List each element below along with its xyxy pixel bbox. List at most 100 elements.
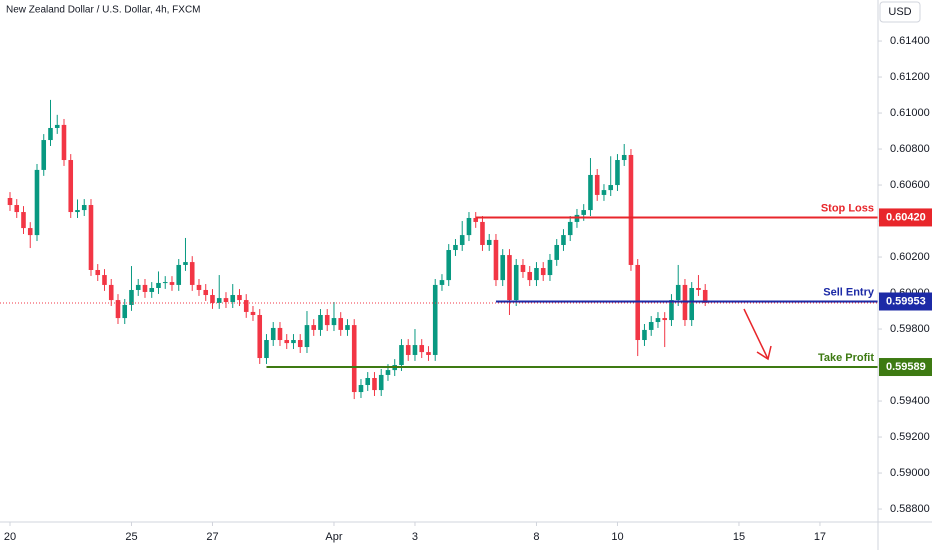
candle-body	[162, 282, 168, 284]
candle-body	[419, 345, 425, 353]
level-name: Stop Loss	[821, 202, 874, 214]
y-tick-label: 0.58800	[890, 503, 930, 515]
candle-body	[291, 340, 296, 344]
candle-body	[405, 345, 411, 355]
candle-body	[594, 174, 600, 195]
candle-body	[378, 374, 384, 391]
candle-body	[75, 210, 80, 213]
candle-body	[486, 239, 492, 245]
y-tick-label: 0.59200	[890, 431, 930, 443]
candle-body	[459, 235, 465, 245]
x-tick-label: 15	[733, 531, 745, 543]
level-label: 0.60420	[886, 211, 926, 223]
candle-body	[655, 318, 661, 323]
candle-body	[453, 244, 458, 251]
candle-body	[196, 284, 202, 290]
x-tick-label: 10	[611, 531, 623, 543]
candle-body	[14, 205, 20, 213]
candle-body	[257, 315, 263, 359]
candle-body	[189, 262, 195, 285]
candle-body	[527, 271, 533, 281]
candle-body	[588, 174, 593, 211]
candle-body	[135, 284, 141, 290]
level-name: Sell Entry	[823, 286, 875, 298]
candle-body	[48, 127, 53, 141]
level-label: 0.59589	[886, 361, 926, 373]
y-tick-label: 0.60200	[890, 251, 930, 263]
candle-body	[169, 282, 175, 285]
candle-body	[250, 311, 256, 315]
x-tick-label: 25	[125, 531, 137, 543]
candle-body	[480, 221, 485, 245]
candle-body	[702, 289, 708, 303]
candle-body	[675, 284, 681, 301]
candle-body	[581, 210, 587, 215]
candle-body	[534, 268, 539, 281]
currency-box	[879, 1, 921, 23]
chart-title: New Zealand Dollar / U.S. Dollar, 4h, FX…	[6, 5, 201, 16]
candle-body	[493, 239, 499, 281]
candle-body	[615, 160, 620, 186]
x-tick-label: 20	[4, 531, 16, 543]
y-tick-label: 0.61400	[890, 35, 930, 47]
level-label: 0.59953	[886, 295, 926, 307]
candle-body	[621, 154, 627, 161]
candle-body	[304, 325, 310, 348]
candle-body	[385, 370, 391, 375]
candle-body	[81, 205, 87, 211]
y-tick-label: 0.61200	[890, 71, 930, 83]
currency-label: USD	[888, 6, 911, 18]
y-tick-label: 0.59400	[890, 395, 930, 407]
candle-body	[102, 275, 107, 285]
y-tick-label: 0.59000	[890, 467, 930, 479]
candle-body	[27, 228, 33, 236]
x-tick-label: 27	[206, 531, 218, 543]
candle-body	[34, 169, 40, 236]
candle-body	[270, 327, 276, 341]
candle-body	[554, 244, 560, 260]
candle-body	[122, 304, 128, 319]
candle-body	[547, 259, 553, 276]
x-tick-label: Apr	[325, 531, 342, 543]
candle-body	[331, 318, 337, 326]
candle-body	[88, 205, 94, 270]
candle-body	[372, 378, 377, 391]
candle-body	[142, 284, 148, 292]
candle-body	[669, 300, 674, 321]
candle-body	[561, 235, 566, 245]
candle-body	[648, 322, 654, 330]
level-name: Take Profit	[818, 352, 874, 364]
candle-body	[365, 378, 371, 386]
candle-body	[432, 284, 438, 355]
candle-body	[351, 325, 357, 393]
candle-body	[203, 289, 209, 296]
candle-body	[426, 352, 431, 355]
candle-body	[412, 345, 418, 355]
candle-body	[230, 295, 236, 303]
candle-body	[324, 315, 330, 326]
x-tick-label: 17	[814, 531, 826, 543]
candle-body	[210, 295, 215, 303]
candle-body	[318, 315, 323, 330]
candle-body	[216, 298, 222, 303]
candle-body	[608, 185, 614, 191]
level-label-box	[879, 358, 932, 377]
candle-body	[54, 124, 60, 128]
candle-body	[243, 300, 249, 312]
candle-body	[68, 160, 74, 213]
y-tick-label: 0.60600	[890, 179, 930, 191]
candle-body	[345, 325, 350, 330]
candle-body	[284, 340, 290, 344]
candle-body	[21, 212, 26, 229]
candle-body	[95, 270, 101, 276]
candle-body	[149, 288, 155, 292]
candle-body	[513, 264, 519, 301]
candle-body	[41, 140, 47, 170]
y-tick-label: 0.59800	[890, 323, 930, 335]
candle-body	[628, 154, 634, 265]
candle-body	[507, 255, 512, 301]
candle-body	[108, 284, 114, 301]
candle-body	[466, 217, 472, 236]
candle-body	[642, 329, 647, 341]
